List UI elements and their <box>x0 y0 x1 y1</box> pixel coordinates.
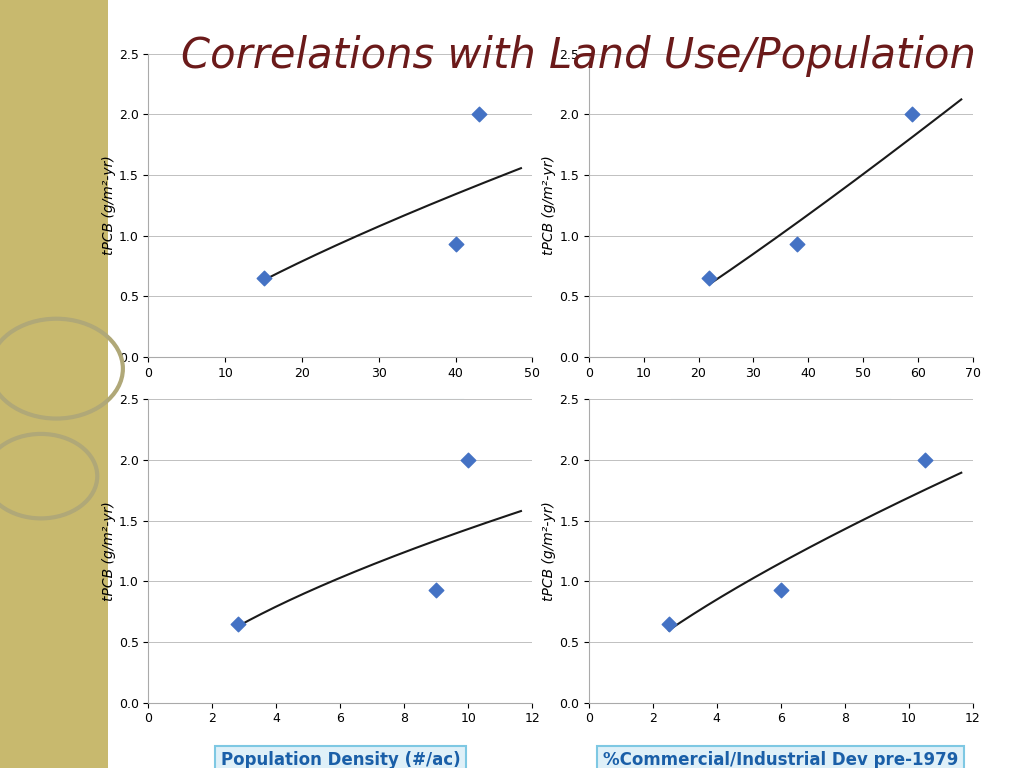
Point <box>255 272 271 284</box>
Y-axis label: tPCB (g/m²-yr): tPCB (g/m²-yr) <box>543 502 556 601</box>
Text: %Developed pre-1979: %Developed pre-1979 <box>678 406 884 424</box>
Text: %Total Impervious Cover: %Total Impervious Cover <box>224 406 457 424</box>
Y-axis label: tPCB (g/m²-yr): tPCB (g/m²-yr) <box>102 502 116 601</box>
Point <box>229 617 246 630</box>
Y-axis label: tPCB (g/m²-yr): tPCB (g/m²-yr) <box>102 156 116 255</box>
Point <box>916 454 933 466</box>
Point <box>428 584 444 596</box>
Point <box>461 454 477 466</box>
Text: Correlations with Land Use/Population: Correlations with Land Use/Population <box>181 35 976 77</box>
Point <box>790 238 806 250</box>
Point <box>471 108 487 121</box>
Point <box>447 238 464 250</box>
Point <box>772 584 788 596</box>
Text: Population Density (#/ac): Population Density (#/ac) <box>220 751 461 768</box>
Y-axis label: tPCB (g/m²-yr): tPCB (g/m²-yr) <box>543 156 556 255</box>
Text: %Commercial/Industrial Dev pre-1979: %Commercial/Industrial Dev pre-1979 <box>603 751 958 768</box>
Point <box>660 617 677 630</box>
Point <box>904 108 921 121</box>
Point <box>701 272 718 284</box>
